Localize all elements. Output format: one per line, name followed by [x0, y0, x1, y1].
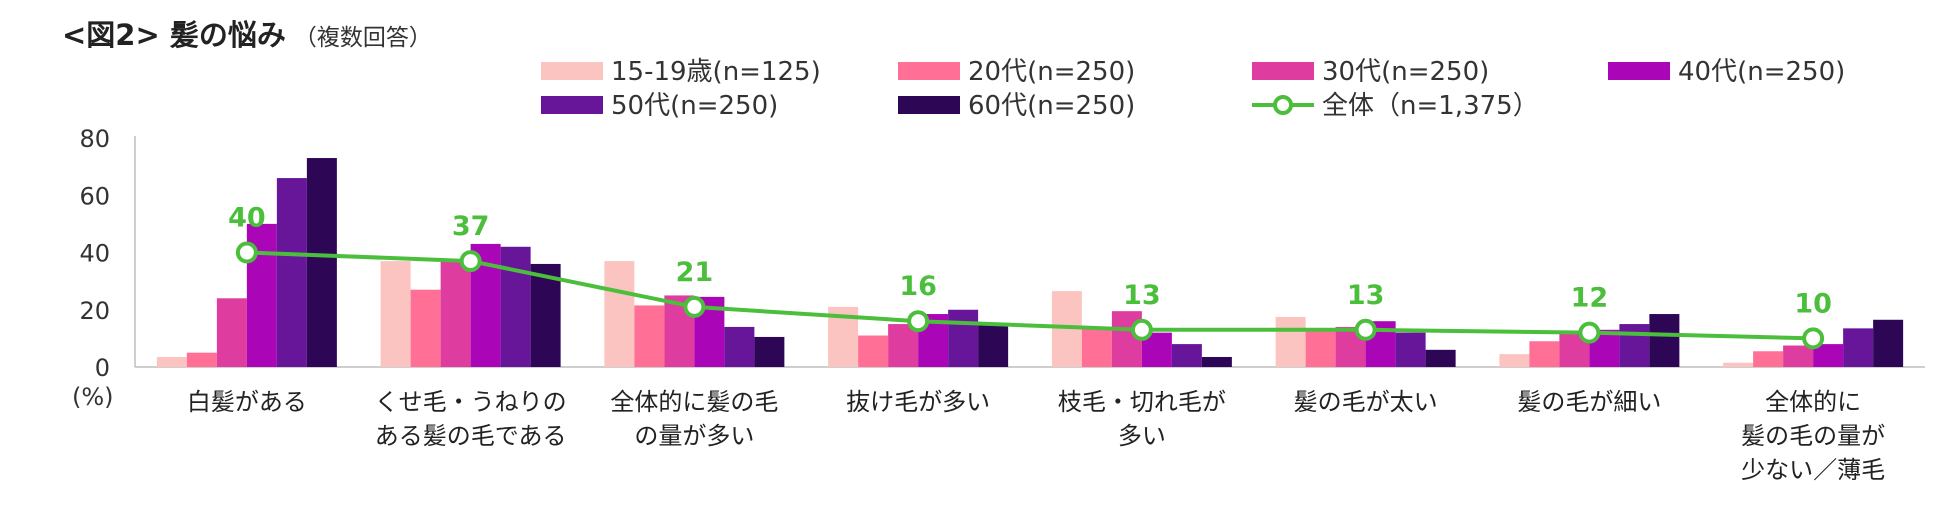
total-data-label: 12 [1571, 283, 1609, 314]
y-tick-label: 20 [79, 297, 110, 325]
total-data-label: 16 [899, 271, 937, 302]
legend-label: 全体（n=1,375） [1322, 91, 1539, 121]
bar [1305, 329, 1336, 367]
chart-subtitle: （複数回答） [293, 25, 432, 51]
legend-swatch [1252, 62, 1314, 80]
chart-title-block: <図2> 髪の悩み （複数回答） [62, 12, 432, 54]
bar [724, 326, 755, 367]
y-axis-label: (%) [72, 383, 114, 411]
bar [186, 352, 217, 367]
category-label: 全体的に [1765, 388, 1861, 416]
total-data-label: 10 [1794, 288, 1832, 319]
category-label: 少ない／薄毛 [1741, 456, 1885, 484]
total-point [907, 310, 930, 333]
total-data-label: 21 [676, 257, 714, 288]
bar [216, 298, 247, 367]
bar [530, 263, 561, 367]
bar [634, 305, 665, 367]
bar [1499, 354, 1530, 367]
legend-label: 40代(n=250) [1678, 57, 1845, 87]
total-data-label: 40 [228, 203, 266, 234]
legend-swatch [541, 62, 603, 80]
bar [500, 246, 531, 367]
chart-title: <図2> 髪の悩み [62, 18, 286, 52]
total-data-label: 13 [1347, 280, 1385, 311]
y-tick-label: 0 [95, 354, 110, 382]
bar [754, 336, 785, 367]
category-label: 白髪がある [187, 388, 307, 416]
bar [1813, 344, 1844, 367]
bar [858, 335, 889, 367]
total-point [235, 241, 258, 264]
category-label: ある髪の毛である [375, 422, 567, 450]
y-tick-label: 60 [79, 182, 110, 210]
legend-marker [1273, 95, 1293, 115]
bar [948, 309, 979, 367]
total-data-label: 37 [452, 211, 490, 242]
bar [380, 261, 411, 367]
legend-label: 30代(n=250) [1322, 57, 1489, 87]
total-point [1354, 318, 1377, 341]
legend-label: 60代(n=250) [968, 91, 1135, 121]
category-label: くせ毛・うねりの [375, 388, 567, 416]
category-label: 全体的に髪の毛 [610, 388, 778, 416]
bar [1529, 341, 1560, 367]
category-label: 髪の毛が太い [1294, 388, 1438, 416]
category-label: 枝毛・切れ毛が [1058, 388, 1226, 416]
bar [276, 178, 307, 367]
bar [1649, 314, 1680, 367]
total-point [1130, 318, 1153, 341]
legend-swatch [1608, 62, 1670, 80]
legend-swatch [898, 96, 960, 114]
bar [604, 261, 635, 367]
bar [306, 158, 337, 367]
bar [1843, 328, 1874, 367]
category-label: 髪の毛が細い [1517, 388, 1661, 416]
bar [1753, 351, 1784, 367]
y-tick-label: 40 [79, 240, 110, 268]
total-line [246, 250, 1814, 341]
category-label: 多い [1118, 422, 1166, 450]
bar [978, 324, 1009, 367]
legend-swatch [898, 62, 960, 80]
bar [1425, 349, 1456, 367]
total-point [1578, 321, 1601, 344]
bar [410, 289, 441, 367]
y-tick-label: 80 [79, 125, 110, 153]
legend-label: 15-19歳(n=125) [611, 57, 821, 87]
category-label: の量が多い [634, 422, 754, 450]
bar [440, 261, 471, 367]
bar [1723, 362, 1754, 367]
bar [1873, 319, 1904, 367]
bar [1275, 316, 1306, 367]
category-label: 抜け毛が多い [846, 388, 990, 416]
total-point [459, 250, 482, 273]
total-point [1802, 327, 1825, 350]
total-data-label: 13 [1123, 280, 1161, 311]
bar [1783, 345, 1814, 367]
bar [1201, 356, 1232, 367]
total-point [683, 295, 706, 318]
legend-swatch [541, 96, 603, 114]
bar [1619, 324, 1650, 367]
legend-label: 50代(n=250) [611, 91, 778, 121]
bar [1081, 328, 1112, 367]
bar [156, 356, 187, 367]
category-label: 髪の毛の量が [1741, 422, 1885, 450]
bar [1395, 332, 1426, 367]
legend-label: 20代(n=250) [968, 57, 1135, 87]
bar [888, 324, 919, 367]
bar [1171, 344, 1202, 367]
